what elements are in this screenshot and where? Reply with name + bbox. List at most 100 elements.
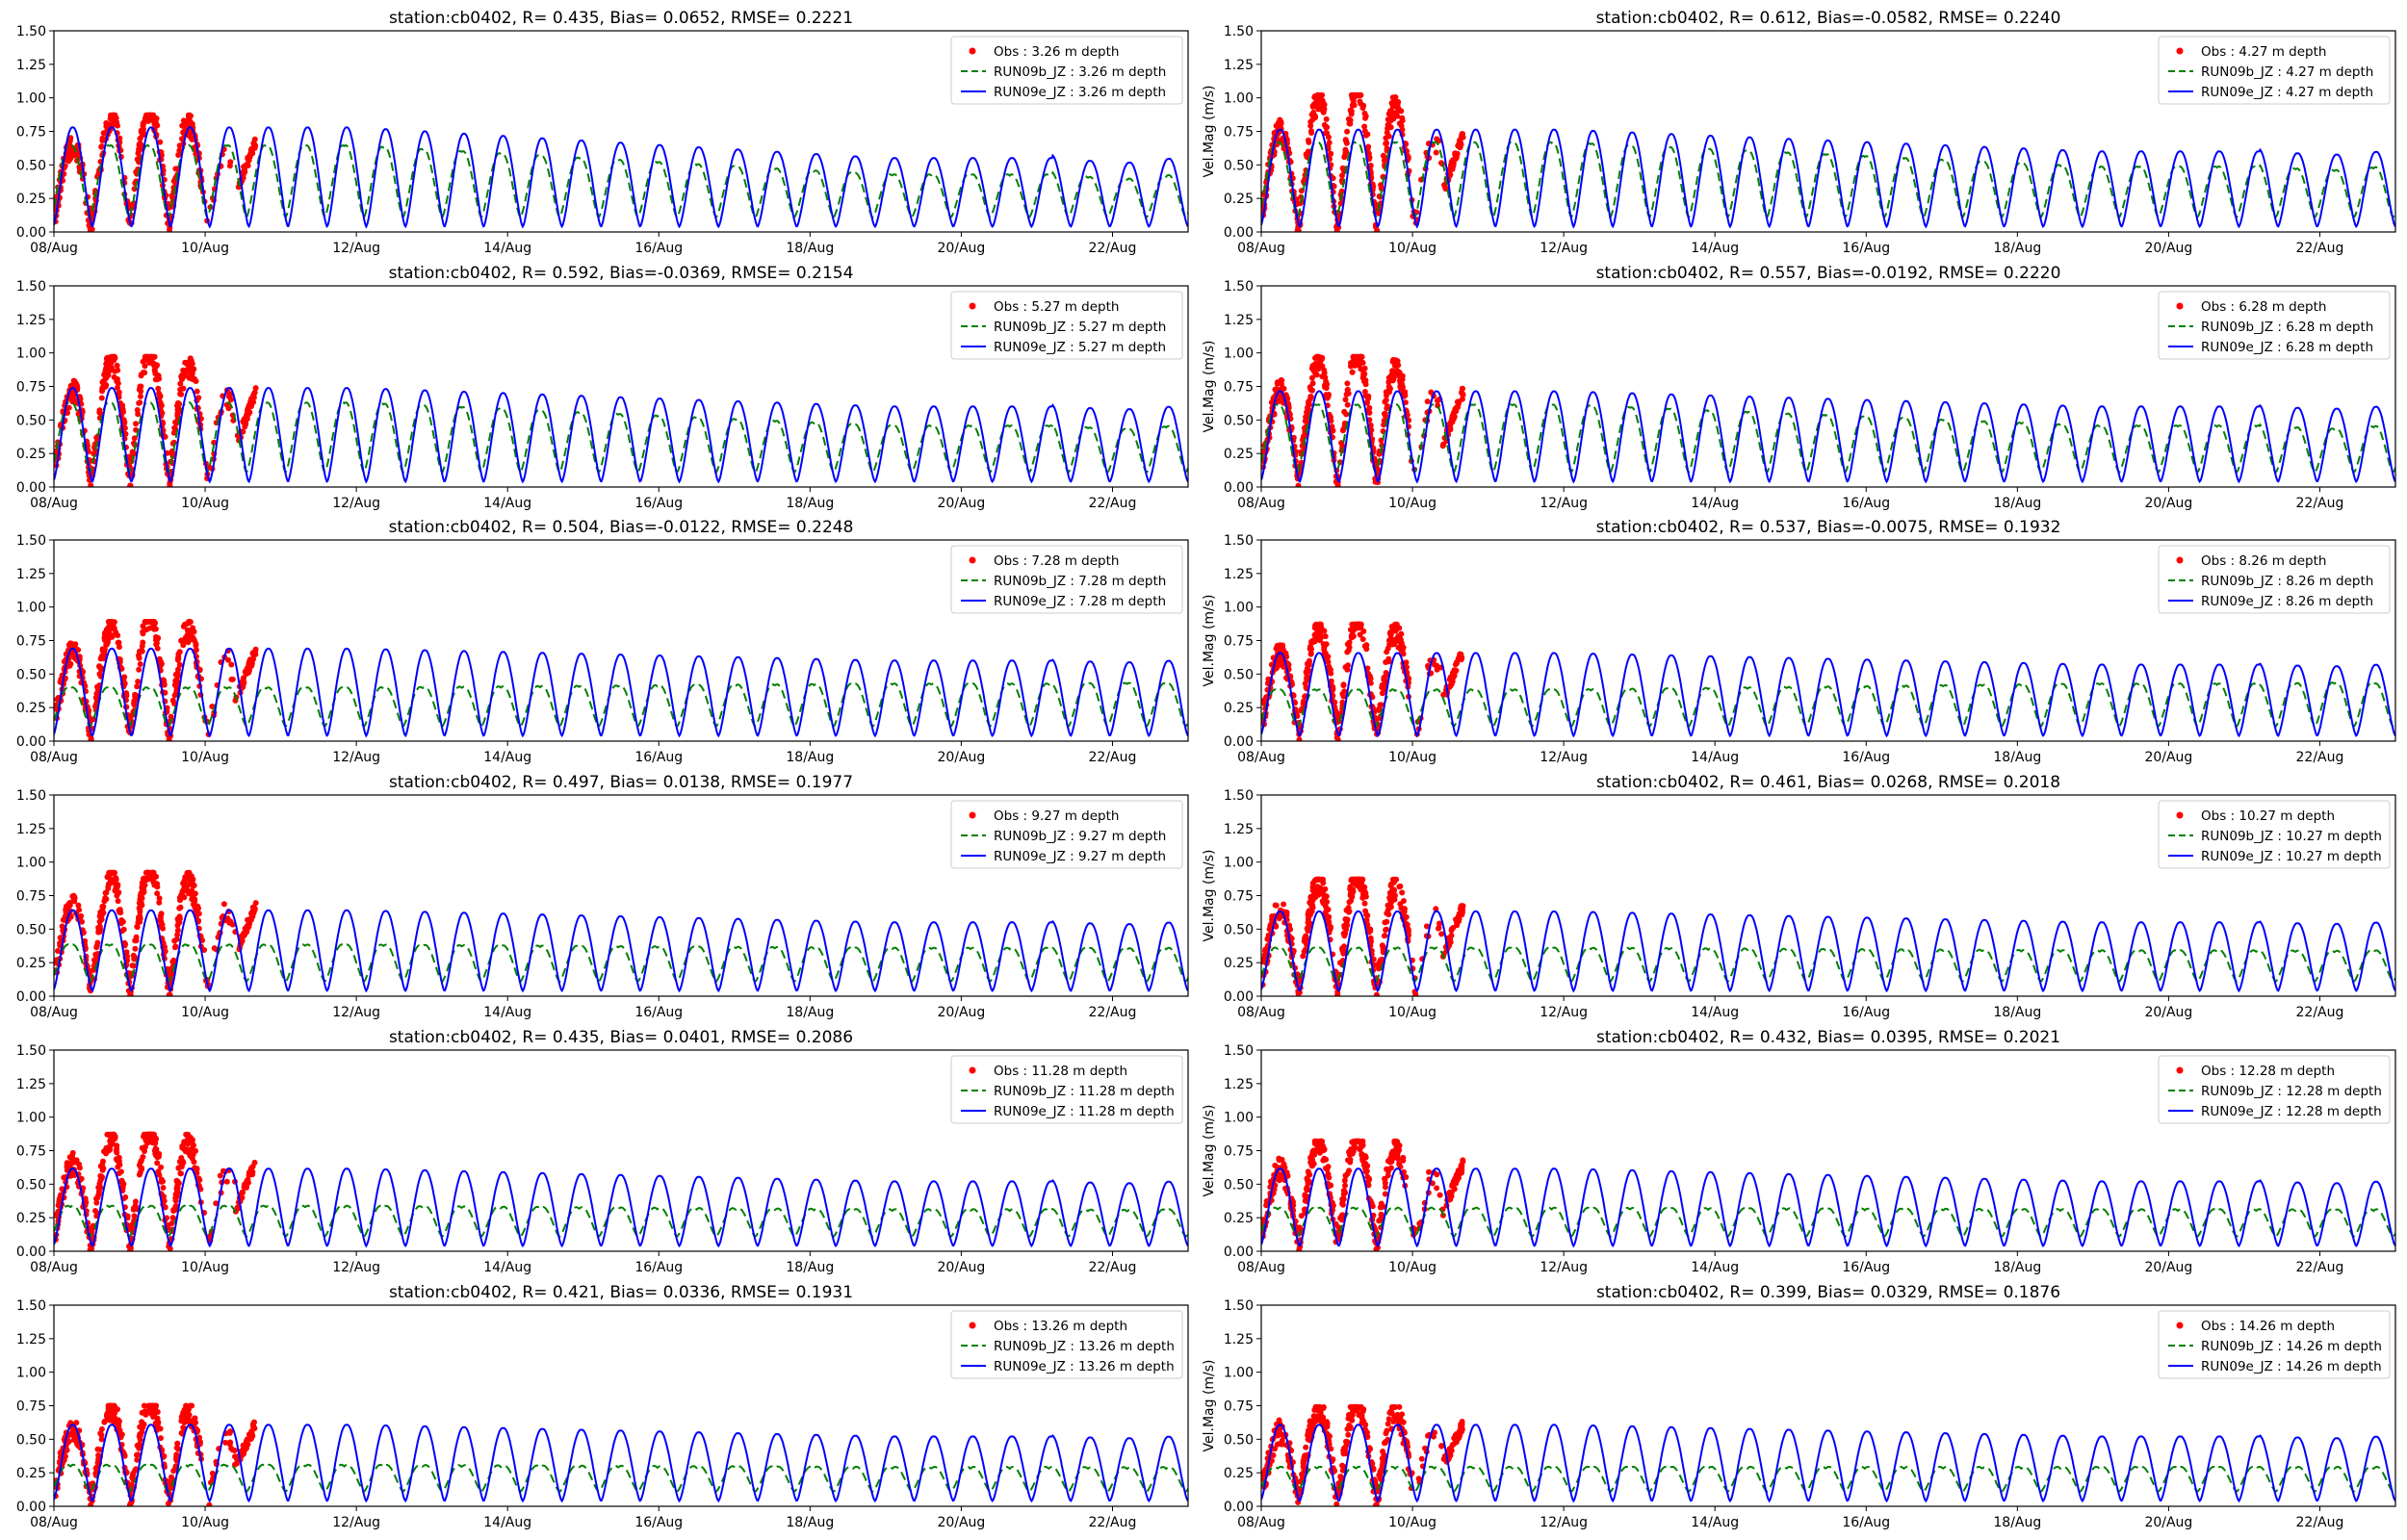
obs-point <box>1341 688 1348 695</box>
x-tick-label: 20/Aug <box>2144 241 2192 256</box>
run09e-series-line <box>1261 910 2395 993</box>
obs-point <box>68 640 75 647</box>
obs-point <box>1272 1162 1279 1168</box>
y-tick-label: 1.50 <box>16 24 46 39</box>
obs-point <box>1378 702 1385 708</box>
y-tick-label: 1.50 <box>16 788 46 804</box>
obs-point <box>142 1144 148 1151</box>
obs-point <box>1347 120 1354 127</box>
x-tick-label: 10/Aug <box>1388 1005 1436 1020</box>
obs-point <box>1312 371 1319 376</box>
legend-label: RUN09b_JZ : 8.26 m depth <box>2201 574 2373 589</box>
y-axis-label: Vel.Mag (m/s) <box>1202 1104 1217 1196</box>
obs-point <box>1321 1146 1328 1153</box>
obs-point <box>1458 651 1464 657</box>
obs-point <box>1309 380 1316 387</box>
x-tick-label: 18/Aug <box>1993 750 2041 765</box>
run09e-series-line <box>54 647 1188 738</box>
y-tick-label: 0.50 <box>16 1177 46 1193</box>
obs-series <box>54 869 259 996</box>
obs-point <box>1311 94 1318 101</box>
x-tick-label: 14/Aug <box>483 1005 531 1020</box>
x-tick-label: 22/Aug <box>2296 1260 2344 1275</box>
obs-point <box>1262 948 1269 955</box>
obs-point <box>166 991 172 996</box>
obs-point <box>1307 1159 1314 1166</box>
obs-point <box>140 370 146 375</box>
obs-point <box>1416 1220 1423 1227</box>
y-tick-label: 0.00 <box>1224 989 1254 1005</box>
obs-point <box>1305 1187 1311 1194</box>
run09b-series-line <box>54 401 1188 475</box>
obs-point <box>1344 917 1351 924</box>
obs-point <box>97 1172 104 1179</box>
obs-point <box>1395 372 1402 379</box>
obs-point <box>132 945 139 952</box>
plot-area <box>54 112 1188 232</box>
obs-point <box>107 1138 114 1144</box>
obs-point <box>188 873 194 880</box>
y-tick-label: 1.00 <box>1224 1111 1254 1126</box>
obs-point <box>136 900 142 907</box>
legend-label: RUN09b_JZ : 10.27 m depth <box>2201 829 2382 844</box>
obs-point <box>1340 930 1347 937</box>
x-tick-label: 10/Aug <box>181 1005 229 1020</box>
obs-point <box>1439 443 1446 449</box>
obs-point <box>76 907 83 913</box>
obs-point <box>174 1178 181 1185</box>
obs-point <box>65 404 72 411</box>
legend-label: RUN09b_JZ : 3.26 m depth <box>994 64 1166 80</box>
obs-point <box>1276 1171 1282 1178</box>
obs-point <box>180 367 187 373</box>
obs-point <box>1319 373 1326 380</box>
obs-point <box>1368 426 1375 433</box>
obs-point <box>157 401 164 408</box>
y-tick-label: 0.25 <box>1224 956 1254 971</box>
y-axis-label: Vel.Mag (m/s) <box>1202 340 1217 432</box>
obs-point <box>118 920 124 927</box>
obs-point <box>1363 1168 1370 1175</box>
y-tick-label: 0.00 <box>16 1245 46 1260</box>
obs-point <box>1276 1155 1282 1162</box>
x-tick-label: 12/Aug <box>1540 750 1588 765</box>
obs-point <box>1339 172 1345 179</box>
obs-point <box>131 1213 138 1219</box>
legend-box <box>2158 1055 2391 1124</box>
legend-label: RUN09e_JZ : 12.28 m depth <box>2201 1104 2382 1119</box>
obs-point <box>137 383 143 390</box>
obs-point <box>1361 643 1368 650</box>
obs-point <box>1446 166 1453 172</box>
obs-point <box>1283 910 1290 915</box>
run09e-series-line <box>54 1168 1188 1248</box>
obs-point <box>102 895 109 902</box>
obs-point <box>1458 911 1464 917</box>
obs-point <box>176 661 183 668</box>
obs-point <box>134 156 141 163</box>
obs-point <box>1366 409 1373 416</box>
obs-point <box>120 409 126 415</box>
y-tick-label: 0.25 <box>16 192 46 207</box>
x-tick-label: 10/Aug <box>181 1260 229 1275</box>
obs-point <box>1399 889 1406 896</box>
obs-point <box>1385 379 1392 385</box>
obs-point <box>145 869 152 876</box>
legend-marker <box>969 1066 976 1074</box>
y-axis-label: Vel.Mag (m/s) <box>1202 849 1217 941</box>
obs-point <box>131 700 138 706</box>
legend-label: RUN09b_JZ : 5.27 m depth <box>994 320 1166 335</box>
obs-point <box>1323 904 1329 910</box>
y-tick-label: 0.00 <box>1224 734 1254 750</box>
y-tick-label: 1.25 <box>1224 822 1254 837</box>
obs-point <box>88 736 94 741</box>
obs-point <box>1433 149 1439 156</box>
obs-point <box>186 619 192 625</box>
obs-point <box>1424 398 1431 405</box>
obs-point <box>138 388 144 395</box>
obs-point <box>246 668 252 674</box>
obs-point <box>1385 911 1392 918</box>
obs-point <box>1460 392 1466 398</box>
obs-point <box>115 384 120 391</box>
obs-point <box>1313 353 1320 360</box>
obs-point <box>111 625 117 631</box>
